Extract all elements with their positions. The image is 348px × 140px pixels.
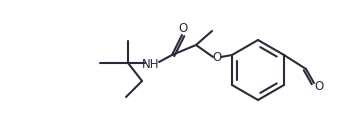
Text: O: O bbox=[212, 51, 222, 64]
Text: O: O bbox=[179, 22, 188, 34]
Text: O: O bbox=[314, 80, 324, 93]
Text: NH: NH bbox=[142, 58, 160, 71]
